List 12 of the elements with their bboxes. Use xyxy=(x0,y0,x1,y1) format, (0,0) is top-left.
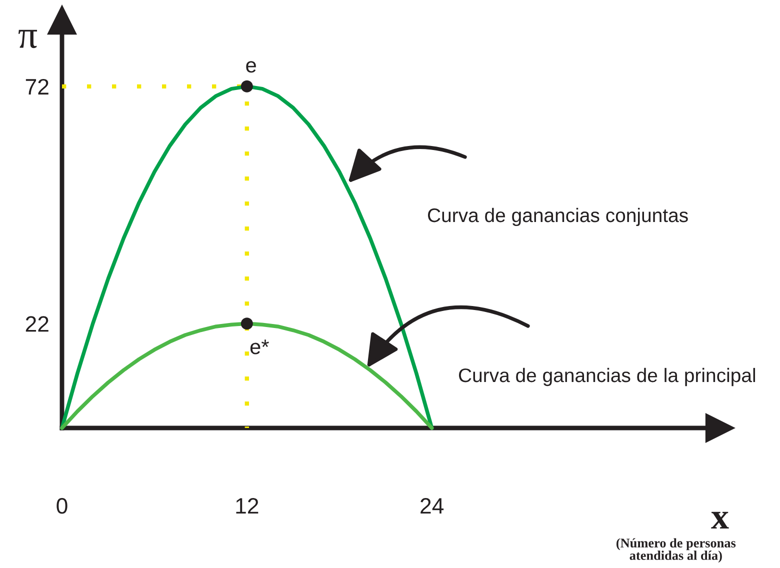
y-tick-label: 22 xyxy=(26,316,48,332)
x-tick-label: 24 xyxy=(420,498,444,514)
annotation: Curva de ganancias conjuntas xyxy=(428,208,688,226)
annotation: e xyxy=(246,61,256,73)
y-axis-title: π xyxy=(18,30,38,48)
annotation: e* xyxy=(250,340,269,354)
x-axis-title: x xyxy=(711,512,729,528)
x-tick-label: 0 xyxy=(56,498,68,514)
text: (Número de personas atendidas al día) xyxy=(616,538,736,563)
x-tick-label: 12 xyxy=(236,498,258,514)
annotation: Curva de ganancias de la principal xyxy=(458,368,756,386)
y-tick-label: 72 xyxy=(26,78,48,94)
